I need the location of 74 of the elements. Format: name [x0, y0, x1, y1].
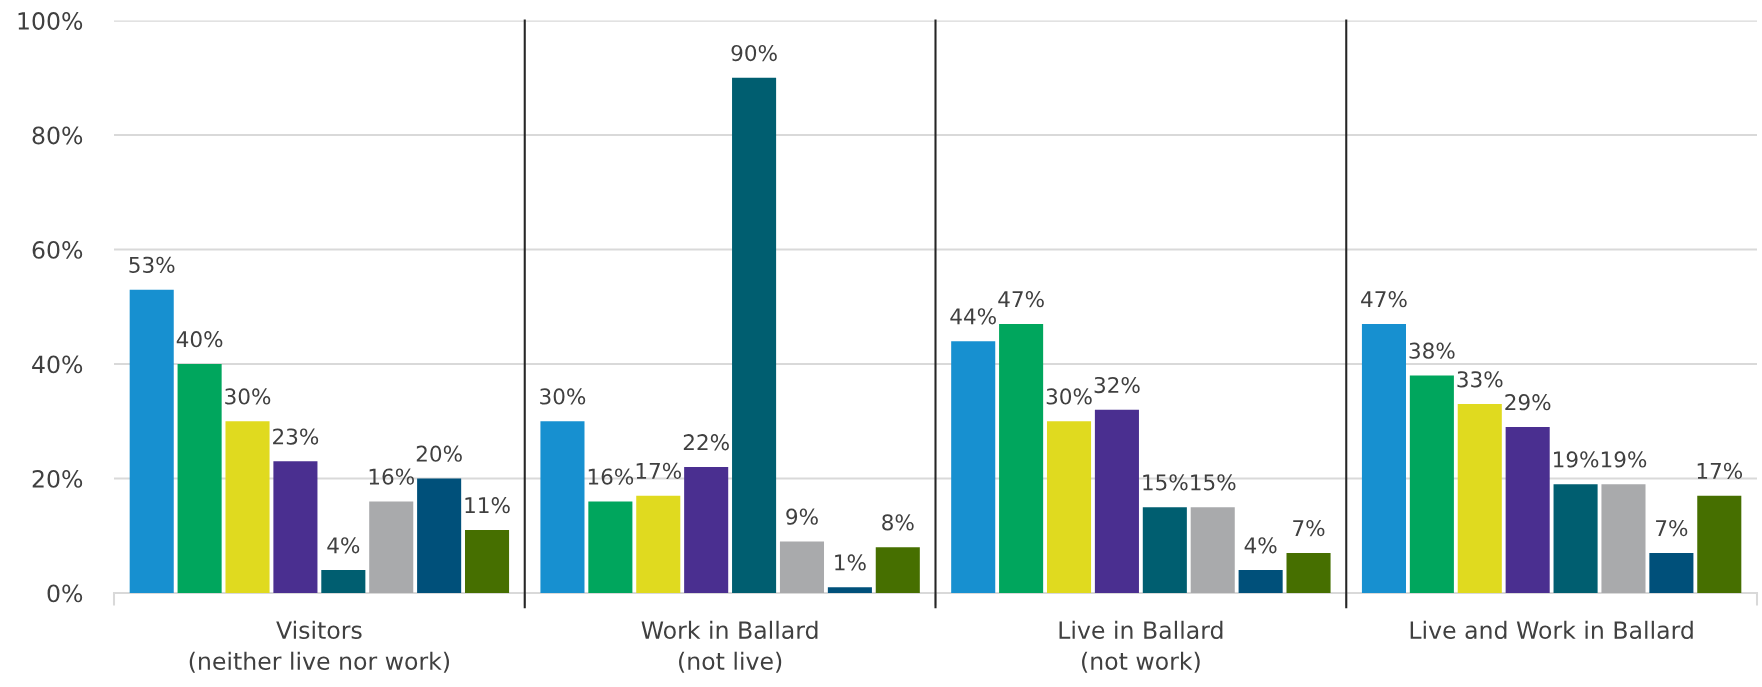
data-label: 19% [1554, 451, 1599, 468]
data-label: 30% [225, 388, 271, 405]
bar [1142, 507, 1187, 593]
data-label: 4% [327, 537, 360, 554]
data-label: 1% [835, 554, 866, 571]
bar [1697, 495, 1742, 593]
bar [588, 501, 633, 593]
bar [225, 421, 270, 593]
y-tick-label: 60% [32, 241, 83, 259]
bar [1601, 484, 1646, 593]
bar [1361, 323, 1406, 593]
data-label: 30% [1046, 388, 1092, 405]
data-label: 7% [1293, 519, 1325, 537]
data-label: 47% [998, 291, 1044, 308]
data-label: 40% [176, 331, 223, 348]
data-label: 4% [1244, 537, 1277, 554]
bar [273, 461, 318, 593]
data-label: 38% [1409, 342, 1455, 359]
data-label: 15% [1143, 474, 1188, 491]
bar [875, 547, 920, 593]
bar [1190, 507, 1235, 593]
data-label: 32% [1094, 376, 1140, 394]
x-tick-label: Work in Ballard (not live) [641, 620, 818, 673]
bar [417, 478, 462, 593]
bar [1094, 409, 1139, 593]
y-tick-label: 20% [32, 469, 83, 488]
data-label: 44% [950, 308, 996, 325]
data-label: 8% [882, 514, 914, 531]
bar [1046, 421, 1092, 593]
data-label: 9% [786, 508, 818, 525]
bar [129, 289, 174, 593]
bar [1553, 484, 1598, 593]
x-tick-label: Live in Ballard (not work) [1059, 620, 1223, 673]
y-tick-label: 0% [47, 584, 83, 603]
bar [465, 530, 510, 593]
bar [1238, 570, 1283, 593]
bar [540, 421, 585, 593]
bar [1286, 552, 1331, 593]
bar [636, 495, 681, 593]
bar [827, 587, 872, 593]
bar [369, 501, 414, 593]
data-label: 16% [369, 468, 414, 485]
data-label: 16% [588, 468, 634, 485]
bar [1649, 552, 1694, 593]
y-tick-label: 40% [32, 355, 83, 374]
data-label: 29% [1505, 394, 1551, 411]
bar [779, 541, 825, 593]
x-tick-label: Visitors (neither live nor work) [189, 620, 450, 673]
y-tick-label: 80% [32, 126, 83, 145]
bar [732, 77, 777, 593]
data-label: 33% [1457, 371, 1503, 388]
data-label: 19% [1601, 451, 1647, 468]
data-label: 47% [1361, 291, 1407, 308]
data-label: 30% [540, 388, 586, 405]
data-label: 17% [1697, 462, 1743, 480]
y-tick-label: 100% [18, 12, 83, 30]
bar [1457, 404, 1502, 593]
data-label: 7% [1656, 519, 1688, 537]
bar [1505, 427, 1550, 593]
data-label: 22% [683, 434, 729, 451]
data-label: 20% [416, 445, 462, 462]
data-label: 11% [465, 497, 510, 514]
bar [177, 364, 222, 593]
x-tick-label: Live and Work in Ballard [1410, 620, 1693, 640]
bar [1409, 375, 1454, 593]
data-label: 23% [273, 428, 319, 445]
bar [999, 323, 1044, 593]
bar [684, 467, 729, 593]
data-label: 15% [1191, 474, 1236, 491]
data-label: 53% [129, 256, 175, 273]
data-label: 17% [636, 462, 682, 480]
bar [321, 570, 366, 593]
bar [951, 341, 996, 593]
data-label: 90% [731, 44, 777, 62]
